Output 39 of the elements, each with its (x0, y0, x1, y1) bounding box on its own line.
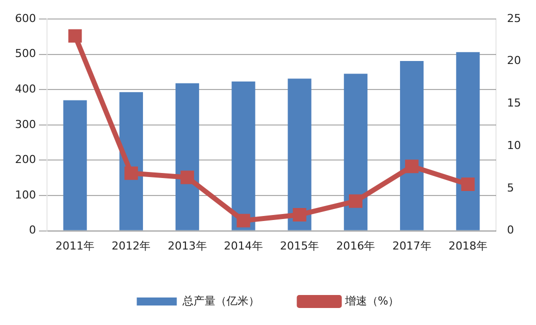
point (236, 214, 250, 228)
x-tick-label: 2016年 (336, 239, 376, 252)
x-tick-label: 2014年 (224, 239, 263, 252)
bar (344, 74, 368, 230)
y-tick-label: 100 (14, 188, 36, 202)
y2-tick-label: 15 (507, 96, 522, 110)
y-tick-label: 400 (14, 82, 36, 96)
point (292, 208, 306, 222)
bar (119, 92, 143, 230)
y-tick-label: 600 (14, 12, 36, 25)
bar (232, 81, 256, 230)
bar (456, 52, 480, 230)
y2-tick-label: 0 (507, 224, 514, 237)
y2-tick-label: 20 (507, 54, 522, 68)
bar (63, 100, 87, 230)
x-tick-label: 2012年 (112, 239, 151, 252)
point (124, 166, 138, 180)
x-tick-label: 2015年 (280, 239, 320, 252)
point (180, 170, 194, 184)
point (68, 29, 82, 43)
y-tick-label: 500 (14, 47, 36, 60)
point (348, 194, 362, 208)
point (405, 160, 419, 174)
y2-tick-label: 25 (507, 12, 522, 25)
legend-label: 增速（%） (344, 294, 400, 308)
y-tick-label: 0 (28, 224, 36, 237)
point (461, 177, 475, 191)
y-tick-label: 200 (14, 153, 36, 166)
legend-label: 总产量（亿米） (181, 294, 260, 308)
x-tick-label: 2011年 (56, 239, 95, 252)
x-tick-label: 2017年 (392, 239, 432, 252)
x-tick-label: 2018年 (448, 239, 488, 252)
bar (288, 78, 312, 230)
y2-tick-label: 10 (507, 138, 522, 152)
bar (400, 61, 424, 230)
bar (176, 83, 200, 230)
x-tick-label: 2013年 (168, 239, 207, 252)
y-tick-label: 300 (14, 118, 36, 131)
y2-tick-label: 5 (507, 181, 514, 194)
